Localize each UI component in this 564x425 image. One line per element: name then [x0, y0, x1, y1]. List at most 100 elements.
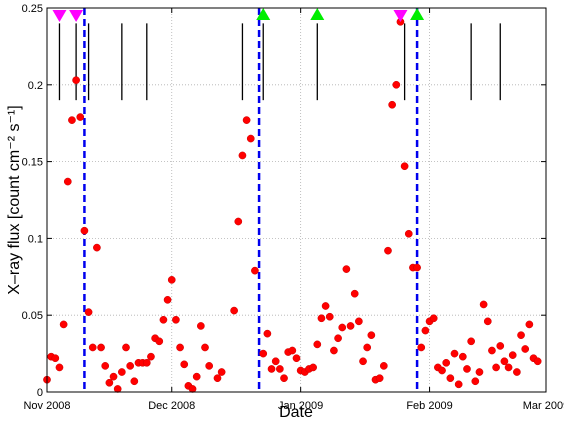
data-point	[130, 377, 139, 386]
data-point	[429, 314, 438, 323]
grid	[47, 8, 546, 392]
plot-background	[47, 8, 546, 392]
data-point	[309, 363, 317, 372]
data-point	[76, 113, 85, 121]
data-point	[342, 265, 351, 273]
y-tick-label: 0.25	[22, 3, 43, 15]
data-point	[155, 337, 164, 346]
data-point	[417, 343, 426, 352]
data-point	[317, 314, 326, 323]
data-point	[346, 322, 355, 330]
data-point	[292, 354, 301, 363]
data-point	[234, 217, 243, 226]
data-point	[126, 362, 135, 370]
data-point	[458, 352, 467, 361]
data-point	[267, 365, 276, 373]
data-point	[176, 343, 184, 352]
data-point	[109, 372, 118, 381]
data-point	[475, 368, 484, 376]
data-point	[205, 362, 214, 370]
data-point	[84, 308, 93, 316]
data-point	[93, 243, 101, 252]
data-point	[51, 354, 60, 363]
data-point	[142, 358, 151, 367]
data-point	[72, 76, 80, 85]
data-point	[375, 374, 384, 383]
plot-frame	[46, 7, 547, 393]
dashed-event-lines	[83, 8, 419, 392]
data-point	[263, 329, 272, 338]
triangle-up-marker	[310, 8, 325, 20]
data-point	[276, 365, 284, 373]
data-point	[325, 312, 334, 321]
data-point	[355, 317, 363, 326]
data-point	[167, 276, 176, 284]
data-point	[118, 368, 126, 376]
data-point	[246, 134, 255, 143]
data-point	[488, 346, 496, 355]
data-point	[55, 363, 64, 372]
x-tick-label: Nov 2008	[23, 400, 70, 412]
data-point	[97, 343, 105, 352]
triangle-down-marker	[393, 10, 408, 22]
x-tick-label: Feb 2009	[406, 400, 452, 412]
data-point	[513, 368, 521, 376]
data-point	[163, 295, 172, 304]
triangle-up-marker	[256, 8, 271, 20]
data-point	[500, 357, 509, 366]
triangle-up-marker	[410, 8, 425, 20]
x-axis-label: Date	[279, 404, 313, 421]
data-point	[521, 345, 530, 353]
triangle-down-marker	[69, 10, 84, 22]
data-point	[180, 360, 189, 369]
data-point	[330, 346, 338, 355]
data-point	[63, 177, 72, 186]
y-tick-label: 0	[37, 387, 43, 399]
data-point	[496, 342, 505, 350]
data-point	[467, 337, 475, 346]
data-point	[242, 116, 251, 124]
data-point	[192, 372, 201, 381]
data-point	[159, 315, 168, 324]
triangle-markers	[52, 8, 425, 22]
data-point	[404, 229, 413, 238]
data-point	[471, 377, 480, 386]
data-point	[147, 352, 155, 361]
data-point	[392, 80, 401, 89]
data-point	[334, 334, 342, 343]
data-point	[271, 357, 280, 366]
data-point	[188, 385, 197, 393]
data-point	[363, 343, 372, 352]
data-point	[88, 343, 97, 352]
data-point	[238, 151, 247, 160]
data-points	[43, 17, 542, 393]
triangle-down-marker	[52, 10, 67, 22]
data-point	[280, 374, 288, 383]
y-tick-label: 0.1	[28, 233, 43, 245]
data-point	[288, 346, 297, 355]
data-point	[450, 349, 459, 358]
x-tick-label: Jan 2009	[278, 400, 323, 412]
data-point	[400, 162, 409, 171]
data-point	[251, 266, 259, 275]
y-axis-label: X–ray flux [count cm⁻² s⁻¹]	[6, 105, 23, 294]
data-point	[80, 226, 89, 235]
axis-ticks	[46, 7, 547, 393]
data-point	[122, 343, 130, 352]
data-point	[525, 320, 534, 329]
data-point	[350, 289, 359, 298]
y-tick-label: 0.2	[28, 80, 43, 92]
data-point	[492, 363, 500, 372]
x-tick-labels: Nov 2008 Dec 2008 Jan 2009 Feb 2009 Mar 2009	[23, 400, 564, 412]
black-tick-marks	[58, 23, 501, 101]
data-point	[59, 320, 68, 329]
data-point	[533, 357, 542, 366]
data-point	[172, 315, 180, 324]
data-point	[388, 100, 396, 109]
data-point	[230, 306, 238, 315]
data-point	[454, 380, 463, 389]
data-point	[197, 322, 205, 330]
data-point	[508, 351, 517, 359]
data-point	[201, 343, 209, 352]
